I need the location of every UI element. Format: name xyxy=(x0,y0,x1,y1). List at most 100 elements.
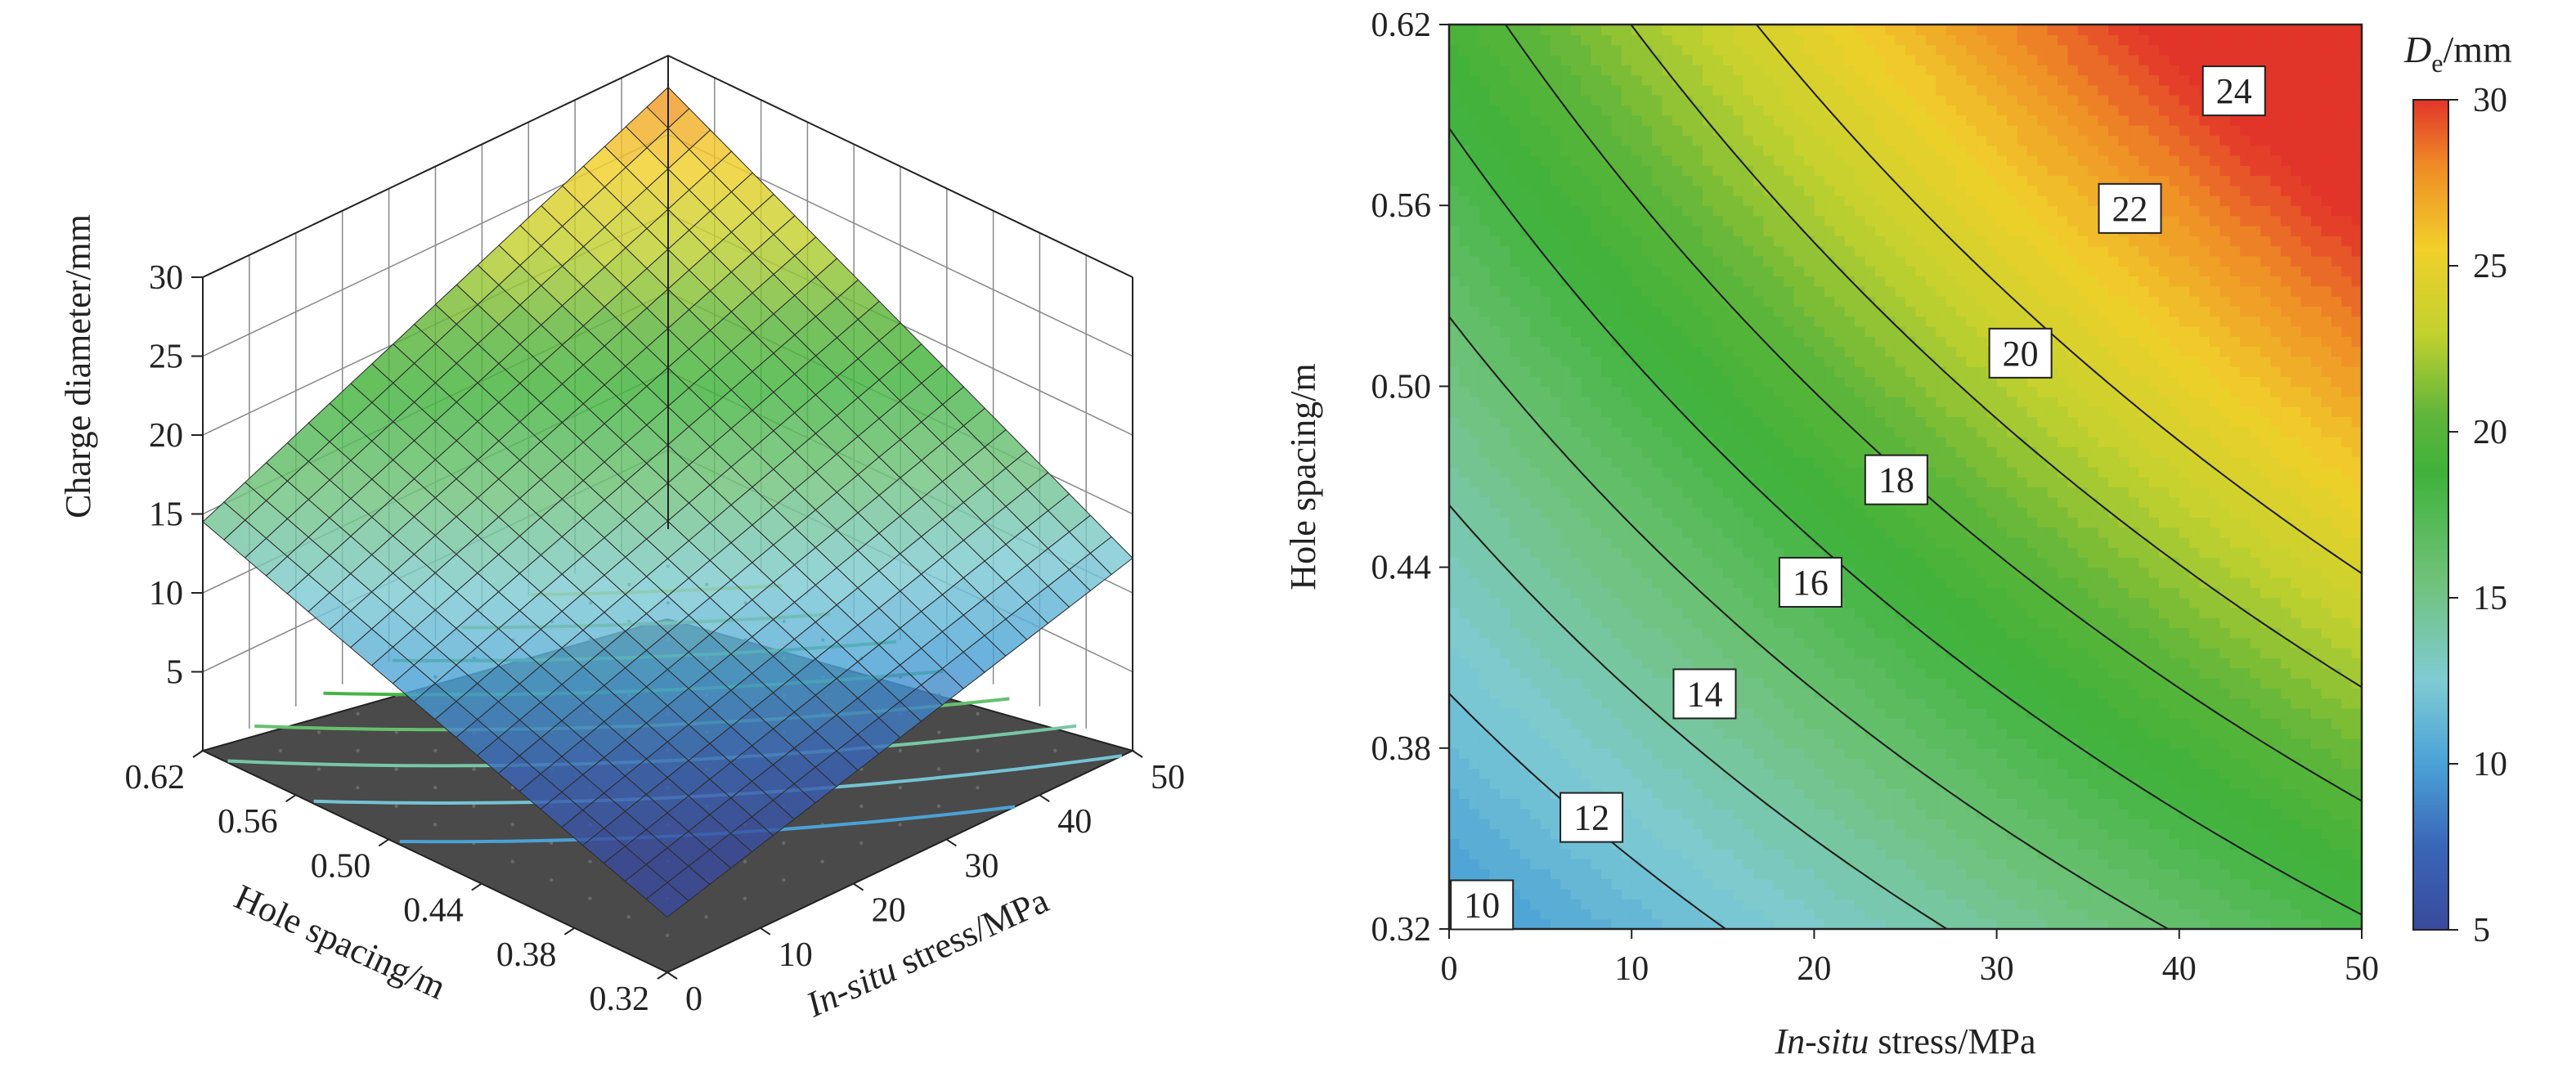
contour-cell xyxy=(1915,285,1927,297)
contour-cell xyxy=(1449,346,1461,357)
contour-cell xyxy=(1591,396,1602,407)
contour-cell xyxy=(1652,366,1663,377)
contour-cell xyxy=(1895,386,1906,397)
contour-cell xyxy=(1591,527,1602,538)
contour-cell xyxy=(1763,707,1775,719)
contour-cell xyxy=(1469,366,1480,377)
contour-cell xyxy=(1814,185,1825,196)
contour-cell xyxy=(1469,547,1480,559)
floor-dot xyxy=(510,859,514,864)
contour-cell xyxy=(1611,185,1622,196)
contour-cell xyxy=(1874,105,1886,116)
contour-cell xyxy=(1551,547,1562,559)
contour-cell xyxy=(1601,536,1613,548)
contour-cell xyxy=(1793,44,1805,56)
contour-cell xyxy=(1712,647,1724,658)
contour-cell xyxy=(1662,436,1673,447)
contour-cell xyxy=(1540,386,1551,397)
contour-cell xyxy=(1560,597,1572,608)
contour-cell xyxy=(1530,356,1542,367)
contour-cell xyxy=(1469,477,1480,488)
contour-cell xyxy=(1560,245,1572,257)
contour-cell xyxy=(1703,54,1714,65)
contour-cell xyxy=(1784,778,1795,789)
contour-cell xyxy=(1703,577,1714,588)
contour-cell xyxy=(1459,838,1470,850)
contour-cell xyxy=(1560,567,1572,578)
contour-cell xyxy=(1469,728,1480,739)
contour-cell xyxy=(1489,798,1501,810)
contour-cell xyxy=(1753,758,1765,770)
contour-cell xyxy=(1500,607,1511,618)
contour-cell xyxy=(1560,124,1572,136)
contour-cell xyxy=(1662,688,1673,699)
contour-cell xyxy=(1763,205,1775,217)
contour-cell xyxy=(1551,236,1562,247)
contour-cell xyxy=(1459,225,1470,236)
contour-cell xyxy=(1459,808,1470,819)
floor-dot xyxy=(782,841,786,846)
contour-cell xyxy=(1449,677,1461,689)
contour-cell xyxy=(1855,677,1866,689)
contour-cell xyxy=(1753,728,1765,739)
contour-cell xyxy=(1581,446,1592,458)
contour-cell xyxy=(1885,657,1896,669)
contour-cell xyxy=(1925,547,1936,559)
contour-cell xyxy=(1621,707,1632,719)
contour-cell xyxy=(1763,698,1775,709)
contour-cell xyxy=(1703,306,1714,317)
contour-cell xyxy=(1692,276,1703,287)
contour-cell xyxy=(1855,698,1866,709)
contour-cell xyxy=(1469,838,1480,850)
contour-cell xyxy=(1824,617,1835,629)
contour-cell xyxy=(1601,356,1613,367)
contour-cell xyxy=(1733,456,1744,468)
contour-cell xyxy=(1743,406,1754,418)
contour-cell xyxy=(1844,838,1856,850)
contour-cell xyxy=(1469,858,1480,870)
contour-cell xyxy=(1682,306,1694,317)
contour-cell xyxy=(1581,536,1592,548)
contour-cell xyxy=(1459,34,1470,46)
contour-cell xyxy=(1489,667,1501,679)
contour-cell xyxy=(1682,185,1694,196)
contour-cell xyxy=(1662,758,1673,770)
contour-cell xyxy=(1703,25,1714,36)
contour-cell xyxy=(1611,858,1622,870)
contour-cell xyxy=(1519,114,1531,126)
contour-cell xyxy=(1692,838,1703,850)
contour-cell xyxy=(1601,95,1613,106)
contour-cell xyxy=(1865,426,1876,438)
contour-cell xyxy=(1510,245,1521,257)
contour-cell xyxy=(1743,65,1754,76)
contour-cell xyxy=(1662,386,1673,397)
contour-cell xyxy=(1662,527,1673,538)
contour-cell xyxy=(1722,255,1734,267)
contour-cell xyxy=(1489,637,1501,648)
contour-cell xyxy=(1631,738,1643,749)
contour-cell xyxy=(1662,728,1673,739)
contour-cell xyxy=(1773,236,1784,247)
contour-cell xyxy=(1631,677,1643,689)
contour-cell xyxy=(1489,557,1501,568)
contour-cell xyxy=(1652,396,1663,407)
contour-cell xyxy=(1834,517,1846,528)
contour-cell xyxy=(1763,536,1775,548)
contour-cell xyxy=(1905,738,1917,749)
contour-cell xyxy=(1895,577,1906,588)
contour-cell xyxy=(1844,808,1856,819)
contour-cell xyxy=(1601,135,1613,146)
contour-cell xyxy=(1895,888,1906,900)
contour-cell xyxy=(1865,768,1876,779)
contour-cell xyxy=(1763,54,1775,65)
contour-cell xyxy=(1601,487,1613,498)
contour-cell xyxy=(1540,717,1551,729)
contour-cell xyxy=(1743,888,1754,900)
contour-cell xyxy=(1895,717,1906,729)
contour-cell xyxy=(1652,506,1663,518)
contour-cell xyxy=(1641,276,1653,287)
contour-cell xyxy=(1814,285,1825,297)
contour-cell xyxy=(1895,215,1906,227)
contour-cell xyxy=(1915,738,1927,749)
contour-cell xyxy=(1551,536,1562,548)
